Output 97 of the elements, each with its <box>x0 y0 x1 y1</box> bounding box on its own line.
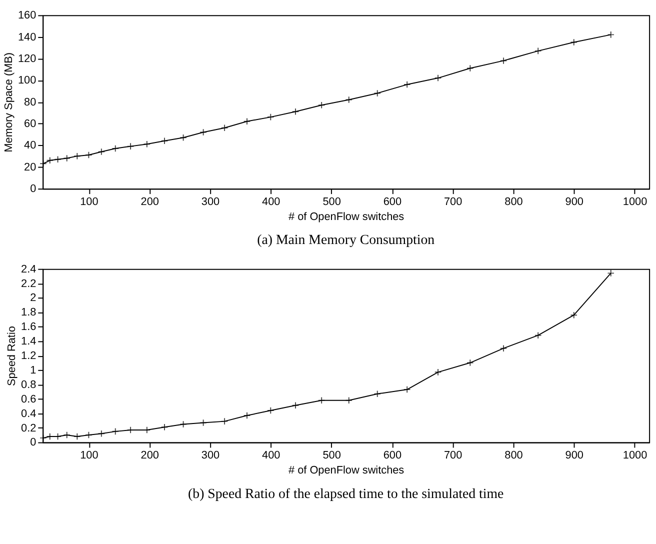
point <box>126 142 134 150</box>
point <box>534 332 542 339</box>
text: (a) Main Memory Consumption <box>257 233 435 248</box>
text: (b) Speed Ratio of the elapsed time to the simulated time <box>188 486 504 502</box>
x-tick-label: 100 <box>80 196 98 208</box>
point <box>98 430 106 438</box>
point <box>267 113 274 121</box>
point <box>403 386 411 394</box>
point <box>374 90 381 97</box>
y-tick-label: 2.4 <box>21 263 36 276</box>
point <box>98 148 106 156</box>
y-axis-title: Speed Ratio <box>6 326 18 386</box>
point <box>318 102 326 109</box>
x-tick-label: 600 <box>383 450 402 462</box>
point <box>160 137 168 145</box>
point <box>500 57 508 64</box>
point <box>500 344 508 352</box>
y-tick-label: 0.4 <box>21 408 36 420</box>
point <box>200 419 207 426</box>
x-tick-label: 800 <box>504 196 523 208</box>
x-tick-label: 400 <box>262 450 280 462</box>
point <box>292 402 300 410</box>
point <box>85 431 92 439</box>
point <box>63 154 70 162</box>
point <box>112 144 120 152</box>
point <box>292 108 300 116</box>
x-tick-label: 900 <box>565 196 584 208</box>
point <box>607 31 614 38</box>
x-axis-title: # of OpenFlow switches <box>288 210 405 223</box>
point <box>180 134 187 142</box>
y-tick-label: 100 <box>18 74 36 87</box>
point <box>466 359 474 366</box>
point <box>160 423 168 431</box>
y-tick-label: 1.8 <box>21 306 36 319</box>
point <box>143 140 151 148</box>
y-tick-label: 1.4 <box>21 336 36 348</box>
y-tick-label: 140 <box>18 31 36 44</box>
point <box>374 390 381 398</box>
point <box>220 124 228 132</box>
y-tick-label: 60 <box>24 118 36 130</box>
x-tick-label: 500 <box>322 196 341 208</box>
y-tick-label: 1.2 <box>21 350 36 362</box>
point <box>570 38 578 46</box>
point <box>54 156 62 163</box>
y-tick-label: 2.2 <box>21 278 36 290</box>
y-tick-label: 160 <box>18 10 36 22</box>
x-tick-label: 900 <box>565 450 584 462</box>
point <box>112 428 120 436</box>
y-tick-label: 20 <box>24 161 36 174</box>
point <box>318 396 326 404</box>
y-tick-label: 1.6 <box>21 321 36 334</box>
y-tick-label: 0 <box>30 183 36 196</box>
point <box>607 270 614 277</box>
x-tick-label: 1000 <box>622 196 648 208</box>
x-tick-label: 800 <box>504 450 523 462</box>
y-tick-label: 120 <box>18 52 36 65</box>
point <box>74 152 81 160</box>
point <box>434 368 442 376</box>
x-tick-label: 400 <box>262 196 280 208</box>
point <box>46 156 54 164</box>
point <box>267 406 274 414</box>
x-tick-label: 200 <box>140 196 159 208</box>
point <box>200 128 207 136</box>
point <box>243 118 251 126</box>
point <box>63 431 70 439</box>
point <box>40 160 47 168</box>
x-tick-label: 600 <box>383 196 402 208</box>
x-tick-label: 700 <box>444 196 462 208</box>
y-axis-title: Memory Space (MB) <box>3 52 16 152</box>
x-tick-label: 700 <box>444 450 462 462</box>
point <box>85 151 92 159</box>
point <box>243 412 251 420</box>
point <box>345 96 352 104</box>
point <box>403 80 411 88</box>
y-tick-label: 0.2 <box>21 422 36 434</box>
x-tick-label: 500 <box>322 450 341 462</box>
y-tick-label: 40 <box>24 140 36 152</box>
point <box>180 420 187 428</box>
point <box>534 47 542 55</box>
x-axis-title: # of OpenFlow switches <box>288 464 405 476</box>
x-tick-label: 200 <box>140 450 159 462</box>
x-tick-label: 300 <box>201 196 220 208</box>
y-tick-label: 1 <box>30 364 36 376</box>
point <box>570 311 578 319</box>
y-tick-label: 0.6 <box>21 393 36 406</box>
point <box>220 418 228 425</box>
x-tick-label: 300 <box>201 450 220 462</box>
y-tick-label: 0.8 <box>21 378 36 391</box>
y-tick-label: 0 <box>30 436 36 449</box>
x-tick-label: 1000 <box>622 450 648 462</box>
y-tick-label: 80 <box>24 96 36 108</box>
x-tick-label: 100 <box>80 450 98 462</box>
point <box>74 432 81 440</box>
point <box>345 396 352 404</box>
point <box>434 74 442 82</box>
point <box>466 64 474 72</box>
y-tick-label: 2 <box>30 292 36 304</box>
